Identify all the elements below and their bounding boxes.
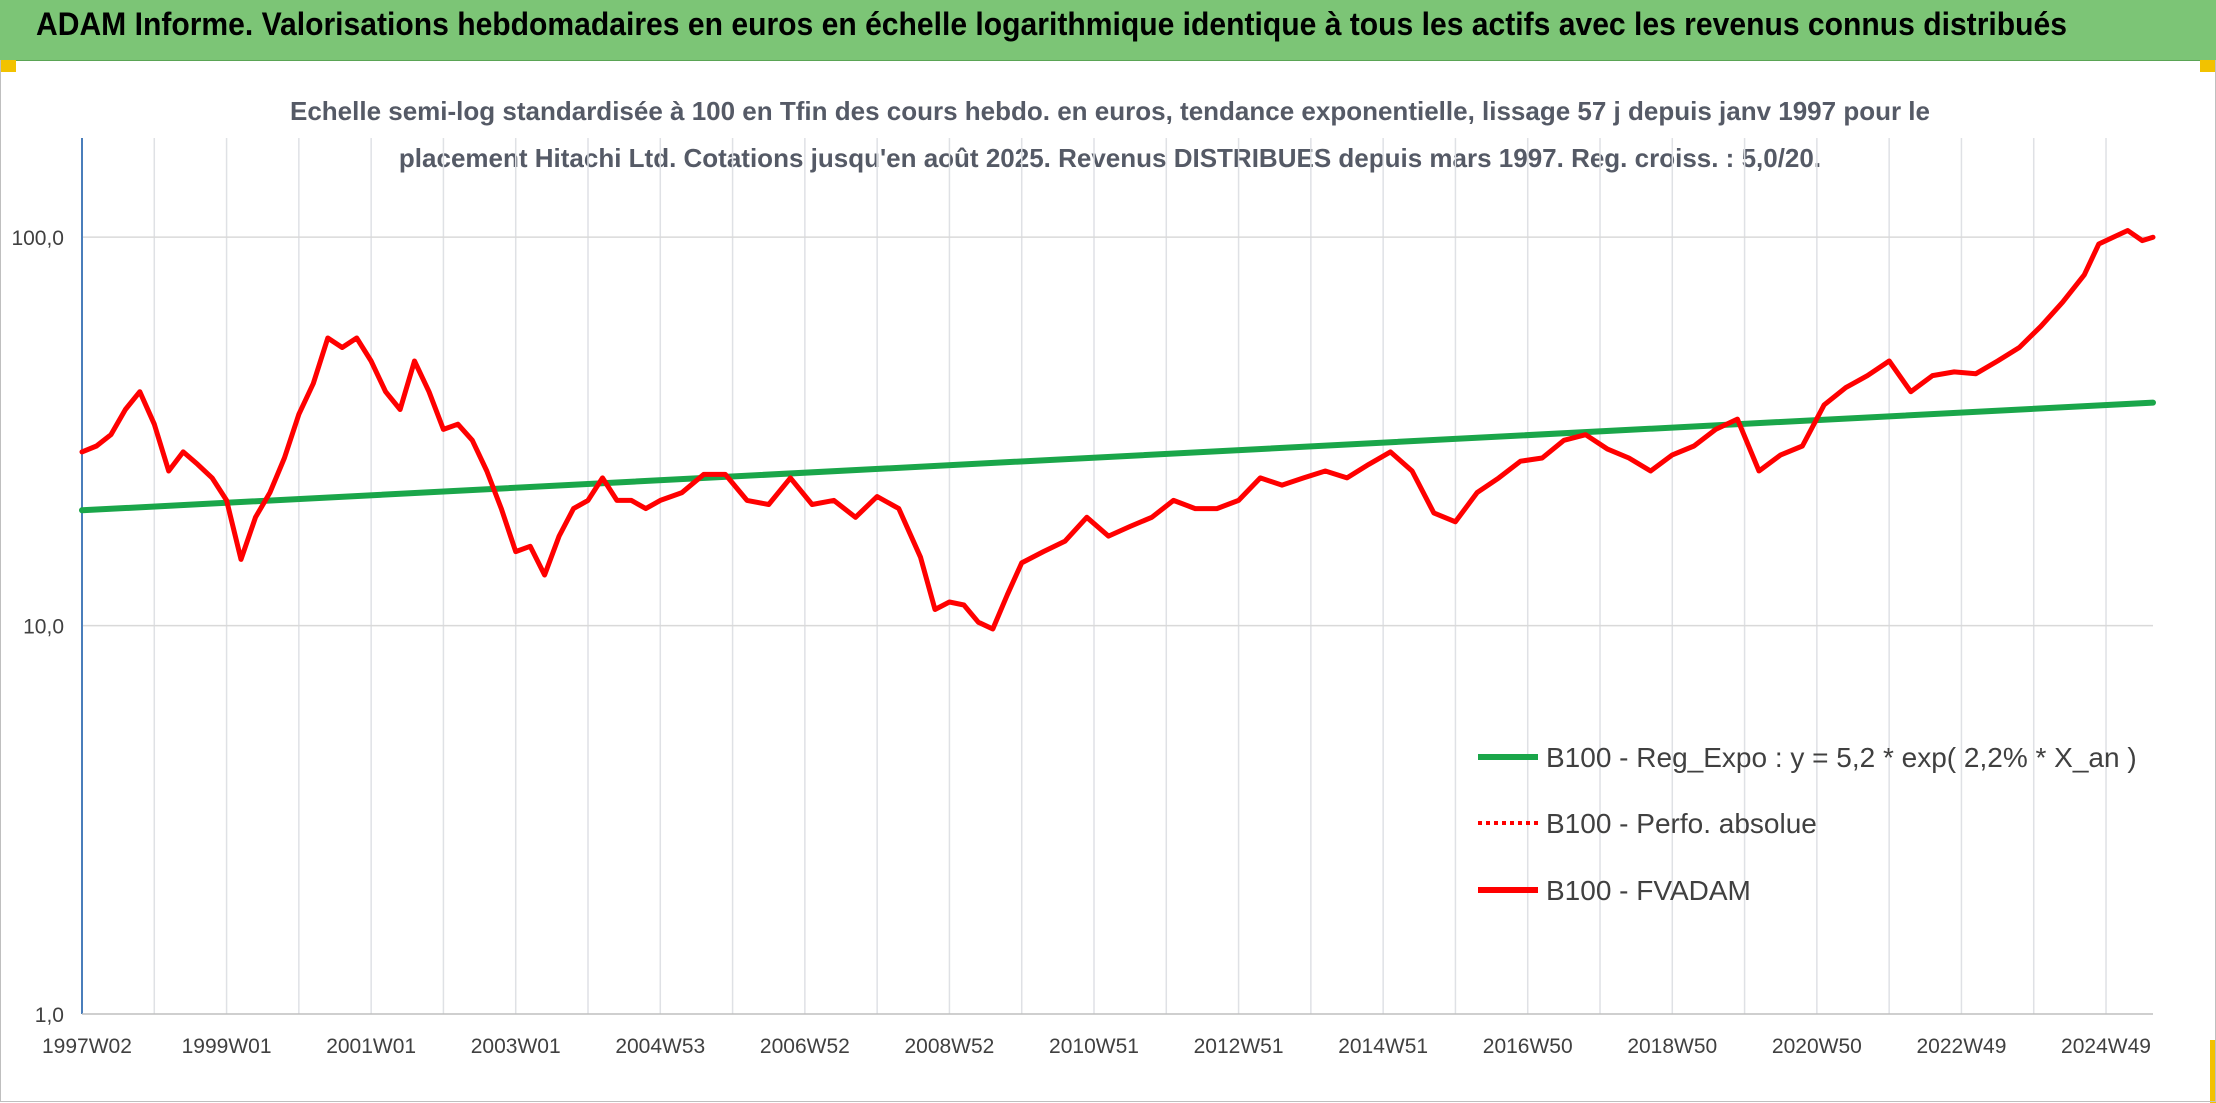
report-title: ADAM Informe. Valorisations hebdomadaire… bbox=[36, 6, 2067, 42]
legend: B100 - Reg_Expo : y = 5,2 * exp( 2,2% * … bbox=[1478, 742, 2137, 906]
vertical-gridlines bbox=[153, 138, 2107, 1014]
x-tick-label: 2012W51 bbox=[1194, 1035, 1284, 1058]
series-line-3 bbox=[79, 228, 2156, 632]
y-tick-label: 1,0 bbox=[35, 1004, 64, 1027]
x-tick-label: 2022W49 bbox=[1916, 1035, 2006, 1058]
x-tick-label: 1997W02 bbox=[42, 1035, 132, 1058]
x-tick-label: 2010W51 bbox=[1049, 1035, 1139, 1058]
x-tick-label: 2020W50 bbox=[1772, 1035, 1862, 1058]
chart-title-line1: Echelle semi-log standardisée à 100 en T… bbox=[289, 96, 1930, 126]
corner-marker-right bbox=[2200, 60, 2216, 72]
report-banner: ADAM Informe. Valorisations hebdomadaire… bbox=[0, 0, 2216, 61]
chart-title-line2: placement Hitachi Ltd. Cotations jusqu'e… bbox=[398, 143, 1822, 173]
x-tick-label: 2001W01 bbox=[326, 1035, 416, 1058]
y-tick-label: 10,0 bbox=[23, 616, 64, 639]
corner-marker-left bbox=[0, 60, 16, 72]
y-tick-label: 100,0 bbox=[11, 227, 64, 250]
legend-label-2: B100 - Perfo. absolue bbox=[1546, 808, 1817, 839]
corner-marker-bottom-right bbox=[2210, 1040, 2216, 1103]
x-tick-label: 2018W50 bbox=[1627, 1035, 1717, 1058]
axes bbox=[81, 138, 2153, 1015]
y-tick-labels: 1,0 10,0 100,0 bbox=[11, 227, 64, 1027]
x-tick-label: 1999W01 bbox=[182, 1035, 272, 1058]
legend-label-3: B100 - FVADAM bbox=[1546, 875, 1751, 906]
x-tick-label: 2006W52 bbox=[760, 1035, 850, 1058]
legend-label-1: B100 - Reg_Expo : y = 5,2 * exp( 2,2% * … bbox=[1546, 742, 2137, 773]
x-tick-label: 2016W50 bbox=[1483, 1035, 1573, 1058]
x-tick-label: 2014W51 bbox=[1338, 1035, 1428, 1058]
x-tick-label: 2003W01 bbox=[471, 1035, 561, 1058]
x-tick-label: 2008W52 bbox=[904, 1035, 994, 1058]
x-tick-label: 2024W49 bbox=[2061, 1035, 2151, 1058]
series-line-1 bbox=[79, 399, 2156, 514]
x-tick-label: 2004W53 bbox=[615, 1035, 705, 1058]
x-tick-labels: 1997W02 1999W01 2001W01 2003W01 2004W53 2006W… bbox=[42, 1035, 2151, 1058]
horizontal-gridlines bbox=[82, 236, 2153, 627]
series-lines bbox=[79, 228, 2156, 632]
